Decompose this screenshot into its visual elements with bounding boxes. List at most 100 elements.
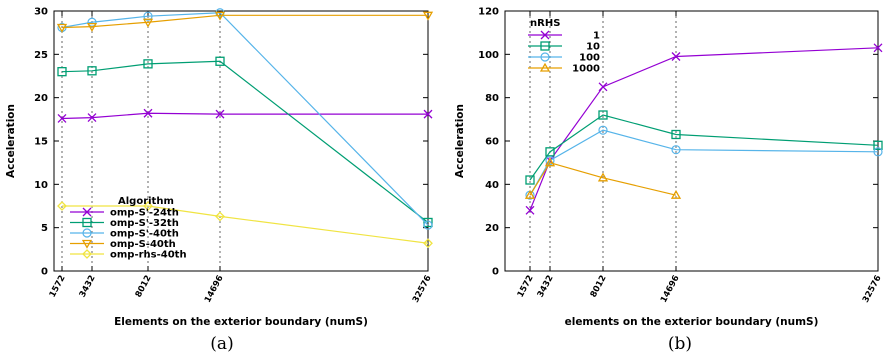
legend-label: omp-S'-40th <box>110 229 179 240</box>
y-tick-label: 80 <box>485 93 499 104</box>
y-axis-label: Acceleration <box>5 104 17 178</box>
legend-label: 1 <box>593 31 600 42</box>
data-point <box>422 11 434 21</box>
data-point <box>873 140 883 150</box>
series-omp-S'-32th <box>57 56 433 228</box>
data-point <box>423 109 433 119</box>
legend-marker <box>82 217 92 228</box>
x-tick-label: 14696 <box>659 274 682 305</box>
data-point <box>544 157 556 167</box>
x-tick-label: 32576 <box>411 274 434 305</box>
data-point <box>87 113 97 123</box>
data-point <box>87 66 97 76</box>
x-tick-label: 14696 <box>203 274 226 305</box>
data-point <box>423 220 433 230</box>
series-line <box>61 112 428 120</box>
data-point <box>214 11 226 21</box>
data-point <box>423 217 433 228</box>
legend-marker <box>82 249 92 259</box>
chart-panel-b: 0 20 40 60 80 100 120 1572 3432 8012 14696 32576 ele… <box>454 7 884 355</box>
series-line <box>529 114 879 181</box>
series-line <box>529 161 677 196</box>
series-omp-S'-24th <box>57 108 433 123</box>
data-point <box>525 205 535 215</box>
data-point <box>215 109 225 119</box>
panel-caption: (b) <box>668 334 692 354</box>
series-omp-S-40th <box>56 11 434 33</box>
legend-label: omp-S-40th <box>110 239 176 250</box>
legend-label: omp-S'-24th <box>110 208 179 219</box>
data-point <box>873 147 883 157</box>
y-tick-label: 100 <box>478 50 499 61</box>
data-point <box>598 82 608 92</box>
y-tick-label: 10 <box>34 180 48 191</box>
data-point <box>598 125 608 135</box>
legend-marker <box>539 62 551 72</box>
data-point <box>597 172 609 182</box>
data-point <box>671 129 681 140</box>
data-point <box>873 43 883 53</box>
x-tick-label: 3432 <box>78 274 98 300</box>
legend-label: omp-rhs-40th <box>110 250 187 261</box>
legend-marker <box>540 30 550 40</box>
data-point <box>57 67 67 77</box>
data-point <box>598 110 608 120</box>
y-axis-label: Acceleration <box>454 104 466 178</box>
x-tick-label: 1572 <box>48 274 68 300</box>
y-tick-label: 60 <box>485 137 499 148</box>
x-tick-label: 3432 <box>536 274 556 300</box>
data-point <box>86 22 98 32</box>
legend-marker <box>82 228 92 238</box>
series-1000 <box>524 157 682 199</box>
series-100 <box>525 125 883 200</box>
y-tick-label: 25 <box>34 50 48 61</box>
data-point <box>143 108 153 118</box>
series-line <box>62 205 429 244</box>
data-point <box>423 238 433 249</box>
data-point <box>525 175 535 185</box>
series-line <box>61 60 429 223</box>
chart-panel-a: 0 5 10 15 20 25 30 1572 3432 8012 14696 32576 Elemen… <box>5 7 434 355</box>
legend-label: 10 <box>586 42 600 53</box>
legend-marker <box>82 207 92 217</box>
legend-marker <box>81 239 93 249</box>
data-point <box>143 59 153 69</box>
data-point <box>143 11 153 21</box>
x-tick-label: 8012 <box>134 274 154 300</box>
legend-label: 1000 <box>572 64 600 75</box>
x-tick-label: 1572 <box>516 274 536 300</box>
y-tick-label: 40 <box>485 180 499 191</box>
data-point <box>524 189 536 199</box>
data-point <box>56 23 68 33</box>
legend-title: nRHS <box>530 18 560 29</box>
y-tick-label: 0 <box>492 267 499 278</box>
data-point <box>545 155 555 166</box>
x-axis-label: elements on the exterior boundary (numS) <box>565 316 819 328</box>
data-point <box>142 18 154 28</box>
x-tick-label: 32576 <box>861 274 884 305</box>
y-tick-label: 0 <box>41 267 48 278</box>
data-point <box>57 114 67 123</box>
data-point <box>671 145 681 155</box>
y-tick-label: 20 <box>485 223 499 234</box>
data-point <box>57 201 67 211</box>
data-point <box>215 56 225 66</box>
data-point <box>545 147 555 157</box>
y-tick-label: 5 <box>41 223 48 234</box>
legend-label: 100 <box>579 53 600 64</box>
series-10 <box>525 110 883 185</box>
x-tick-label: 8012 <box>589 274 609 300</box>
legend-marker <box>540 41 550 51</box>
x-axis-label: Elements on the exterior boundary (numS) <box>114 316 368 328</box>
data-point <box>215 211 225 222</box>
series-line <box>61 14 428 29</box>
legend-label: omp-S'-32th <box>110 218 179 229</box>
series-omp-S'-40th <box>57 8 433 230</box>
series-line <box>529 129 879 196</box>
legend-marker <box>540 52 550 62</box>
data-point <box>671 52 681 61</box>
panel-caption: (a) <box>210 334 233 354</box>
